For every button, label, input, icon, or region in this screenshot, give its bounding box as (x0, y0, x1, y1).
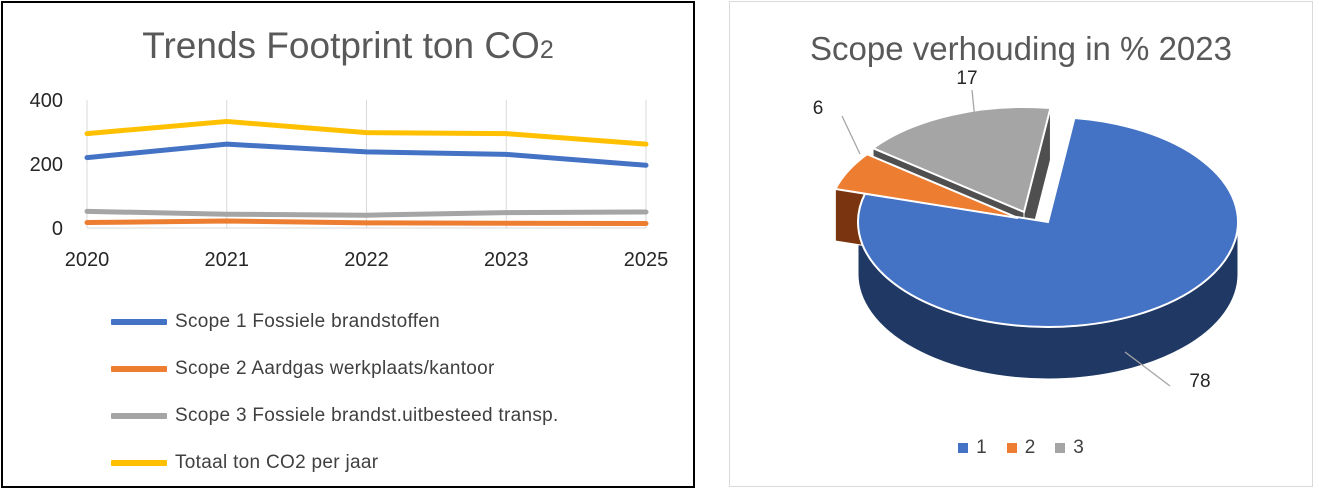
legend-item-scope3: Scope 3 Fossiele brandst.uitbesteed tran… (111, 392, 681, 439)
legend-swatch-scope2 (111, 365, 167, 372)
pie-legend-swatch-2 (1006, 443, 1017, 453)
pie-legend-item-2: 2 (1006, 437, 1036, 459)
series-line-scope2 (84, 218, 649, 227)
x-tick-label: 2025 (624, 249, 669, 271)
pie-legend-item-1: 1 (958, 437, 987, 459)
leader-line (1124, 351, 1171, 387)
pie-legend-item-3: 3 (1055, 437, 1084, 459)
line-chart-title-text: Trends Footprint ton CO (142, 25, 540, 66)
x-tick-label: 2022 (344, 249, 389, 271)
legend-item-scope2: Scope 2 Aardgas werkplaats/kantoor (111, 345, 681, 392)
leader-line (971, 89, 976, 121)
pie-legend-swatch-3 (1055, 443, 1066, 453)
pie-legend-label-2: 2 (1024, 437, 1036, 458)
y-tick-label: 200 (30, 154, 63, 176)
x-tick-label: 2021 (205, 249, 250, 271)
x-tick-label: 2020 (65, 249, 110, 271)
pie-chart-legend: 1 2 3 (730, 437, 1312, 459)
pie-chart-title: Scope verhouding in % 2023 (810, 30, 1232, 67)
leader-line (841, 115, 861, 155)
legend-label-scope1: Scope 1 Fossiele brandstoffen (175, 310, 441, 332)
pie-chart-panel: Scope verhouding in % 2023 78 6 17 1 2 3 (729, 1, 1313, 487)
legend-label-scope2: Scope 2 Aardgas werkplaats/kantoor (175, 357, 495, 379)
legend-swatch-scope1 (111, 318, 167, 325)
pie-legend-label-3: 3 (1073, 437, 1084, 458)
pie-slice-1 (857, 116, 1239, 328)
y-tick-label: 400 (30, 90, 63, 112)
legend-swatch-totaal (111, 459, 167, 466)
legend-item-scope1: Scope 1 Fossiele brandstoffen (111, 298, 681, 345)
pie-slice-3 (871, 106, 1052, 214)
legend-item-totaal: Totaal ton CO2 per jaar (111, 439, 681, 486)
line-chart-title-subscript: 2 (539, 36, 554, 64)
line-chart-legend: Scope 1 Fossiele brandstoffen Scope 2 Aa… (111, 298, 681, 486)
pie-data-label: 78 (1189, 371, 1210, 392)
pie-slice-2 (833, 153, 1019, 219)
legend-label-totaal: Totaal ton CO2 per jaar (175, 451, 379, 473)
pie-data-label: 6 (813, 98, 824, 119)
y-tick-label: 0 (52, 218, 63, 240)
series-line-totaal (84, 118, 649, 147)
line-chart-title: Trends Footprint ton CO2 (3, 25, 693, 67)
x-tick-label: 2023 (484, 249, 529, 271)
legend-swatch-scope3 (111, 412, 167, 419)
legend-label-scope3: Scope 3 Fossiele brandst.uitbesteed tran… (175, 404, 559, 426)
series-line-scope1 (84, 141, 649, 168)
pie-legend-swatch-1 (958, 443, 969, 453)
pie-chart-plot: 78 6 17 (813, 68, 1239, 392)
series-line-scope3 (84, 208, 649, 218)
pie-data-label: 17 (956, 68, 977, 89)
line-chart-panel: Trends Footprint ton CO2 400 200 0 2020 2021… (1, 1, 695, 488)
pie-legend-label-1: 1 (976, 437, 987, 458)
